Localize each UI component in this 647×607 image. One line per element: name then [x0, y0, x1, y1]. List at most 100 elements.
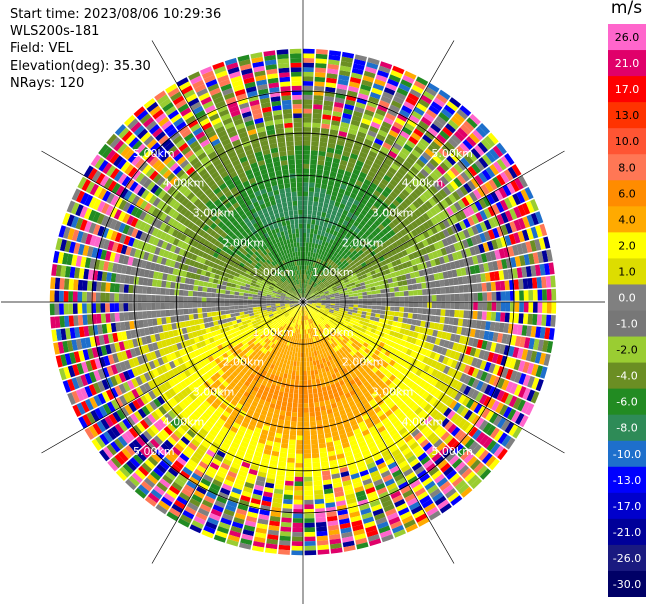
- range-gate: [303, 288, 305, 293]
- range-gate: [318, 318, 323, 323]
- range-gate: [463, 409, 473, 421]
- range-gate: [279, 386, 285, 393]
- range-gate: [454, 309, 460, 318]
- range-gate: [413, 295, 419, 302]
- range-gate: [303, 232, 307, 238]
- range-gate: [433, 137, 444, 148]
- range-gate: [222, 318, 228, 324]
- range-gate: [372, 333, 379, 340]
- range-gate: [341, 155, 350, 162]
- range-gate: [471, 443, 482, 455]
- range-gate: [518, 386, 527, 398]
- range-gate: [397, 333, 404, 340]
- range-gate: [504, 153, 515, 166]
- range-gate: [322, 236, 328, 242]
- range-gate: [461, 468, 473, 479]
- range-gate: [433, 168, 443, 178]
- range-gate: [424, 415, 433, 425]
- range-gate: [528, 302, 534, 313]
- range-gate: [322, 286, 327, 291]
- range-gate: [281, 401, 288, 407]
- range-gate: [419, 138, 430, 148]
- range-gate: [292, 531, 303, 537]
- range-gate: [313, 99, 323, 105]
- range-gate: [314, 503, 325, 509]
- range-gate: [328, 278, 333, 283]
- range-gate: [447, 341, 455, 350]
- range-gate: [438, 382, 447, 392]
- range-gate: [393, 473, 405, 482]
- range-gate: [308, 270, 312, 276]
- range-gate: [326, 73, 338, 79]
- range-gate: [348, 302, 354, 305]
- range-gate: [428, 105, 440, 115]
- range-gate: [308, 291, 313, 296]
- range-gate: [311, 312, 315, 317]
- range-gate: [395, 195, 404, 204]
- range-gate: [312, 205, 318, 211]
- range-gate: [326, 184, 334, 191]
- range-gate: [333, 106, 343, 113]
- range-gate: [278, 461, 287, 467]
- range-gate: [542, 289, 547, 301]
- range-gate: [303, 370, 307, 376]
- range-gate: [420, 425, 430, 435]
- range-gate: [340, 357, 347, 364]
- range-gate: [351, 148, 360, 156]
- range-gate: [360, 209, 368, 216]
- range-gate: [68, 278, 74, 290]
- range-gate: [229, 290, 235, 295]
- range-gate: [513, 279, 519, 290]
- range-gate: [543, 353, 551, 366]
- range-gate: [206, 307, 212, 313]
- range-gate: [321, 123, 330, 130]
- range-gate: [513, 206, 522, 219]
- range-gate: [347, 288, 353, 293]
- range-gate: [317, 387, 323, 393]
- range-gate: [455, 381, 463, 391]
- range-gate: [306, 366, 311, 371]
- range-gate: [367, 323, 374, 328]
- range-gate: [72, 303, 78, 315]
- range-gate: [311, 448, 319, 454]
- range-gate: [419, 438, 430, 448]
- range-gate: [323, 105, 333, 111]
- range-gate: [335, 350, 341, 356]
- range-gate: [368, 425, 377, 433]
- range-gate: [366, 308, 372, 313]
- range-gate: [453, 242, 461, 252]
- range-gate: [464, 438, 475, 449]
- range-gate: [535, 378, 544, 392]
- range-gate: [515, 412, 525, 425]
- range-gate: [307, 370, 311, 376]
- range-gate: [315, 62, 327, 69]
- range-gate: [412, 200, 421, 209]
- range-gate: [312, 311, 317, 316]
- range-gate: [330, 348, 336, 354]
- range-gate: [319, 192, 326, 199]
- range-gate: [379, 284, 385, 290]
- range-gate: [471, 367, 480, 378]
- range-gate: [304, 260, 308, 266]
- range-gate: [323, 325, 328, 331]
- range-gate: [416, 184, 426, 194]
- range-gate: [423, 254, 430, 262]
- range-gate: [454, 212, 463, 222]
- range-gate: [234, 305, 239, 310]
- range-gate: [86, 280, 93, 291]
- range-gate: [287, 453, 296, 459]
- range-gate: [367, 186, 376, 194]
- range-gate: [221, 314, 227, 320]
- range-gate: [368, 125, 379, 134]
- range-gate: [325, 304, 331, 307]
- range-gate: [288, 393, 294, 399]
- range-gate: [354, 345, 361, 351]
- range-gate: [315, 315, 320, 320]
- range-gate: [305, 294, 309, 299]
- range-gate: [429, 488, 441, 499]
- range-gate: [474, 160, 485, 171]
- range-gate: [375, 369, 382, 377]
- range-gate: [442, 324, 449, 332]
- range-gate: [334, 292, 339, 296]
- range-gate: [423, 364, 431, 373]
